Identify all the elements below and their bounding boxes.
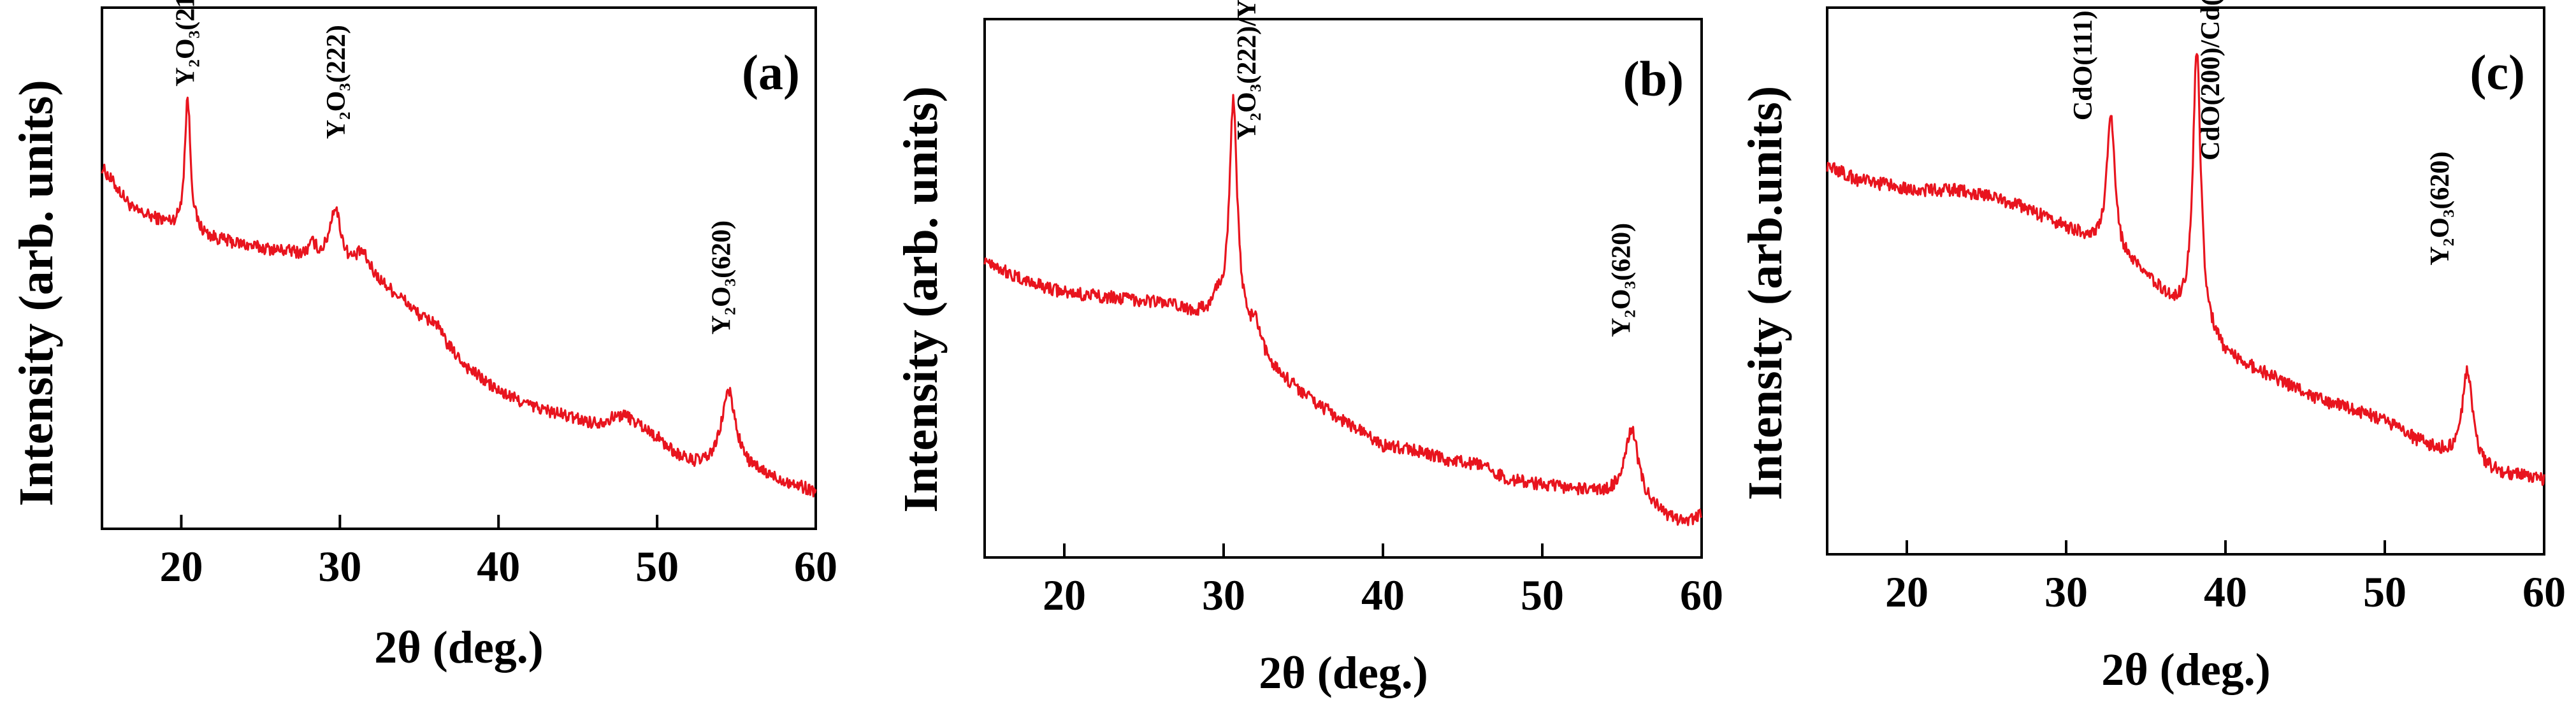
x-tick-label: 60	[2522, 568, 2566, 616]
x-tick-label: 30	[318, 542, 361, 591]
peak-annotations: CdO(111) CdO(200)/Cd(101) Y₂O₃(620)	[2069, 0, 2455, 266]
plot-frame	[983, 18, 1703, 559]
panel-b: (b) Intensity (arb. units) 2θ (deg.) 20 3…	[894, 0, 1723, 698]
peak-annotation: Y₂O₃(620)	[1607, 223, 1637, 337]
peak-annotation: Y₂O₃(222)	[322, 25, 351, 139]
x-tick-label: 60	[794, 542, 837, 591]
x-tick-label: 60	[1680, 571, 1723, 619]
x-axis-ticks: 20 30 40 50 60	[159, 515, 837, 591]
peak-annotations: Y₂O₃(222)/Y(002) Y₂O₃(620)	[1233, 0, 1637, 337]
x-axis-ticks: 20 30 40 50 60	[1885, 540, 2566, 616]
x-tick-label: 20	[1885, 568, 1928, 616]
x-tick-label: 40	[477, 542, 520, 591]
plot-frame	[101, 6, 817, 530]
panel-label: (c)	[2470, 45, 2525, 100]
peak-annotation: Y₂O₃(620)	[707, 220, 737, 334]
panel-label: (b)	[1623, 51, 1684, 106]
panel-a: (a) Intensity (arb. units) 2θ (deg.) 20 3…	[10, 0, 837, 673]
x-tick-label: 50	[2363, 568, 2406, 616]
peak-annotation: CdO(200)/Cd(101)	[2196, 0, 2225, 161]
x-tick-label: 40	[2204, 568, 2247, 616]
y-axis-label: Intensity (arb. units)	[10, 80, 63, 506]
peak-annotation: Y₂O₃(222)/Y(002)	[1233, 0, 1262, 140]
xrd-series-line-b	[983, 94, 1702, 526]
x-tick-label: 50	[635, 542, 679, 591]
peak-annotations: Y₂O₃(211) Y₂O₃(222) Y₂O₃(620)	[171, 0, 736, 334]
y-axis-label: Intensity (arb. units)	[894, 86, 948, 512]
x-tick-label: 30	[2044, 568, 2088, 616]
x-tick-label: 40	[1361, 571, 1405, 619]
peak-annotation: CdO(111)	[2069, 10, 2098, 120]
peak-annotation: Y₂O₃(211)	[171, 0, 200, 87]
peak-annotation: Y₂O₃(620)	[2426, 152, 2455, 266]
panel-c: (c) Intensity (arb.units) 2θ (deg.) 20 30…	[1739, 0, 2566, 695]
xrd-series-line-a	[101, 96, 817, 498]
x-axis-label: 2θ (deg.)	[374, 622, 544, 673]
x-tick-label: 20	[1043, 571, 1086, 619]
xrd-series-line-c	[1826, 53, 2545, 486]
x-axis-label: 2θ (deg.)	[1259, 647, 1428, 698]
x-axis-ticks: 20 30 40 50 60	[1043, 543, 1723, 619]
y-axis-label: Intensity (arb.units)	[1739, 86, 1792, 500]
x-tick-label: 20	[159, 542, 203, 591]
plot-frame	[1826, 6, 2545, 556]
x-tick-label: 30	[1202, 571, 1245, 619]
x-tick-label: 50	[1521, 571, 1564, 619]
x-axis-label: 2θ (deg.)	[2101, 644, 2271, 695]
panel-label: (a)	[742, 45, 800, 100]
